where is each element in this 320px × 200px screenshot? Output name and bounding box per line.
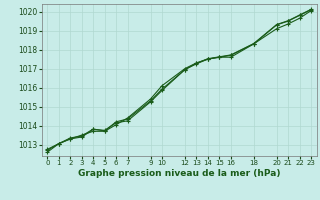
X-axis label: Graphe pression niveau de la mer (hPa): Graphe pression niveau de la mer (hPa) xyxy=(78,169,280,178)
